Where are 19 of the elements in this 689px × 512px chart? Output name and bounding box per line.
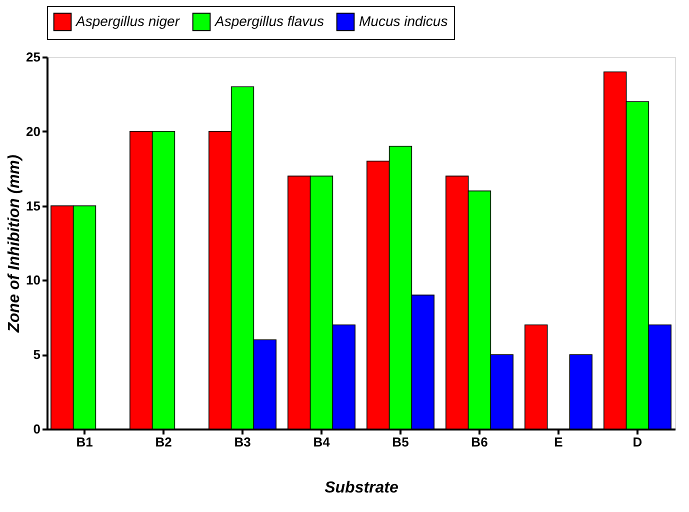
x-axis-title: Substrate bbox=[324, 480, 398, 496]
x-tick-label: B6 bbox=[471, 434, 488, 450]
y-tick-label: 20 bbox=[26, 124, 40, 139]
x-tick-label: B5 bbox=[392, 434, 409, 450]
legend-label: Mucus indicus bbox=[359, 12, 448, 29]
y-tick-label: 5 bbox=[33, 347, 40, 362]
x-tick-label: B2 bbox=[155, 434, 172, 450]
x-tick-label: B4 bbox=[313, 434, 331, 450]
y-tick-label: 0 bbox=[33, 422, 40, 436]
x-tick-label: D bbox=[632, 434, 642, 450]
y-tick-label: 25 bbox=[26, 50, 40, 64]
x-tick-label: B1 bbox=[76, 434, 93, 450]
x-tick-label: E bbox=[554, 434, 564, 450]
legend-label: Aspergillus niger bbox=[75, 12, 181, 29]
legend-label: Aspergillus flavus bbox=[214, 12, 324, 29]
y-axis-title: Zone of Inhibition (mm) bbox=[6, 154, 24, 334]
y-tick-label: 15 bbox=[26, 198, 40, 214]
x-tick-label: B3 bbox=[234, 434, 251, 450]
y-tick-label: 10 bbox=[26, 272, 40, 288]
